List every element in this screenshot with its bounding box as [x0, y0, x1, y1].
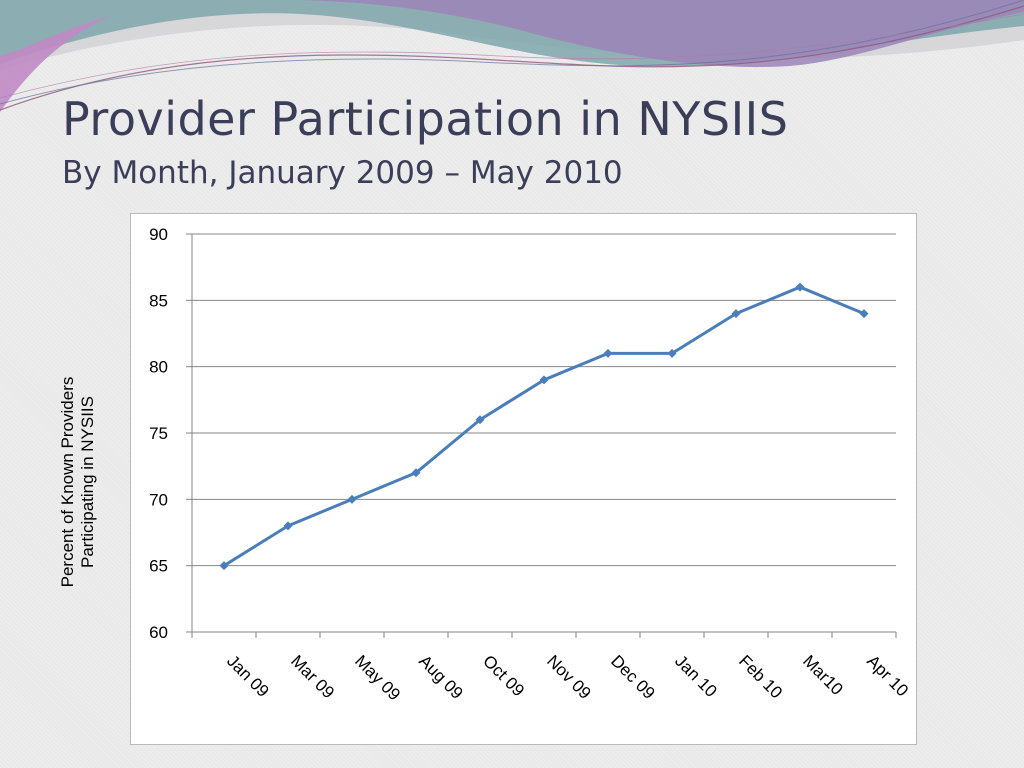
wave-line-3: [0, 13, 1024, 99]
data-point-marker: [411, 468, 421, 478]
x-tick-label: Apr 10: [863, 651, 912, 700]
header-wave-decoration: [0, 0, 1024, 112]
data-point-marker: [219, 561, 229, 571]
x-tick-label: Mar10: [799, 651, 847, 699]
data-point-marker: [731, 309, 741, 319]
data-point-marker: [795, 282, 805, 292]
y-tick-label-70: 70: [149, 490, 168, 509]
wave-line-2: [0, 0, 1024, 105]
x-tick-label: May 09: [351, 651, 404, 704]
x-tick-label: Dec 09: [607, 651, 659, 703]
x-tick-label: Oct 09: [479, 651, 528, 700]
y-tick-label-60: 60: [149, 623, 168, 642]
y-tick-label-65: 65: [149, 557, 168, 576]
data-point-marker: [859, 309, 869, 319]
x-tick-labels: Jan 09 Mar 09 May 09 Aug 09 Oct 09 Nov 09 Dec …: [223, 651, 912, 704]
data-point-marker: [475, 415, 485, 425]
data-point-marker: [347, 494, 357, 504]
y-tick-label-90: 90: [149, 225, 168, 244]
x-tick-label: Aug 09: [415, 651, 467, 703]
x-tick-label: Mar 09: [287, 651, 338, 702]
series-layer: [219, 282, 869, 571]
data-point-marker: [283, 521, 293, 531]
data-point-marker: [603, 348, 613, 358]
x-tick-label: Jan 09: [223, 651, 273, 701]
slide-title: Provider Participation in NYSIIS: [62, 92, 789, 146]
wave-line-1: [0, 5, 1024, 111]
y-tick-label-85: 85: [149, 291, 168, 310]
x-tick-label: Nov 09: [543, 651, 595, 703]
data-point-marker: [667, 348, 677, 358]
wave-band-pink: [0, 16, 110, 112]
y-tick-label-80: 80: [149, 358, 168, 377]
y-tick-label-75: 75: [149, 424, 168, 443]
series-line-0: [223, 285, 865, 567]
chart-area: [130, 213, 917, 745]
y-tick-labels: 90 85 80 75 70 65 60: [149, 225, 168, 642]
slide-subtitle: By Month, January 2009 – May 2010: [62, 155, 623, 191]
data-point-marker: [539, 375, 549, 385]
x-tick-label: Jan 10: [671, 651, 721, 701]
gridlines: [192, 233, 896, 567]
x-tick-label: Feb 10: [735, 651, 786, 702]
axes: [186, 233, 897, 638]
